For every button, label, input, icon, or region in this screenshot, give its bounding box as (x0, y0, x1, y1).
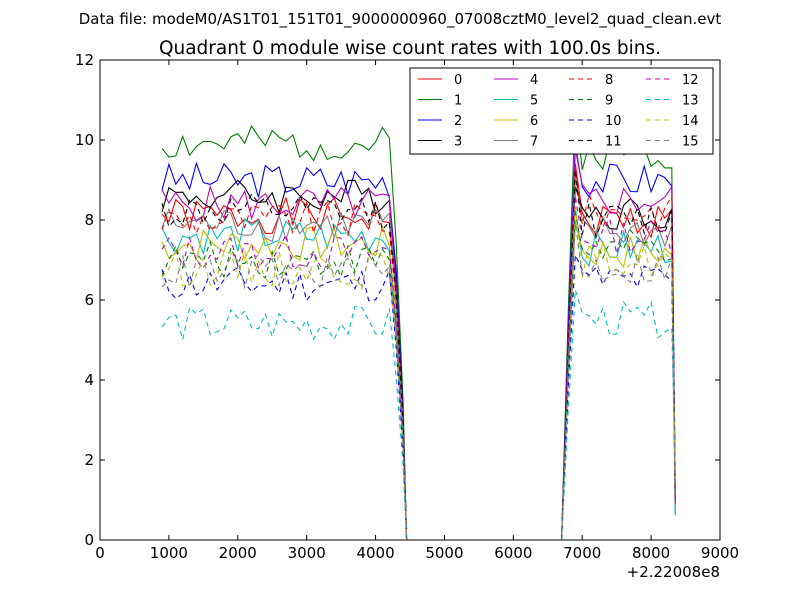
x-tick-label: 8000 (632, 544, 670, 562)
chart-title: Quadrant 0 module wise count rates with … (159, 38, 661, 59)
x-tick-label: 5000 (425, 544, 463, 562)
legend-label-8: 8 (605, 73, 613, 88)
legend-label-3: 3 (454, 135, 462, 150)
legend-label-10: 10 (605, 114, 622, 129)
series-line-15 (161, 222, 676, 541)
series-line-4 (161, 148, 676, 541)
legend-label-13: 13 (682, 94, 699, 109)
legend-label-4: 4 (530, 73, 538, 88)
x-tick-label: 9000 (701, 544, 739, 562)
x-tick-label: 3000 (288, 544, 326, 562)
series-line-14 (161, 204, 676, 541)
legend-box (409, 67, 714, 155)
y-tick-label: 10 (75, 131, 94, 149)
legend-label-9: 9 (605, 94, 613, 109)
series-line-11 (161, 169, 676, 541)
legend-label-1: 1 (454, 94, 462, 109)
series-line-8 (161, 166, 676, 541)
x-tick-label: 4000 (356, 544, 394, 562)
y-tick-label: 8 (84, 211, 94, 229)
legend-label-15: 15 (682, 135, 699, 150)
series-line-3 (161, 179, 676, 541)
series-line-13 (161, 289, 676, 541)
ticks-layer: 0 1000 2000 3000 4000 5000 6000 7000 8000 9000 0 2 4… (75, 51, 739, 562)
series-line-9 (161, 212, 676, 541)
legend-label-11: 11 (605, 135, 622, 150)
legend-label-5: 5 (530, 94, 538, 109)
series-line-12 (161, 195, 676, 541)
x-tick-label: 2000 (219, 544, 257, 562)
x-tick-label: 1000 (150, 544, 188, 562)
legend-label-7: 7 (530, 135, 538, 150)
legend-label-12: 12 (682, 73, 699, 88)
y-tick-label: 0 (84, 531, 94, 549)
legend-label-14: 14 (682, 114, 699, 129)
x-tick-label: 7000 (563, 544, 601, 562)
x-tick-label: 0 (95, 544, 105, 562)
series-layer (161, 105, 676, 541)
y-tick-label: 4 (84, 371, 94, 389)
x-tick-label: 6000 (494, 544, 532, 562)
y-tick-label: 2 (84, 451, 94, 469)
y-tick-label: 12 (75, 51, 94, 69)
legend-label-0: 0 (454, 73, 462, 88)
legend-label-6: 6 (530, 114, 538, 129)
suptitle: Data file: modeM0/AS1T01_151T01_90000009… (79, 10, 722, 29)
legend-label-2: 2 (454, 114, 462, 129)
x-offset-label: +2.22008e8 (627, 563, 720, 581)
y-tick-label: 6 (84, 291, 94, 309)
